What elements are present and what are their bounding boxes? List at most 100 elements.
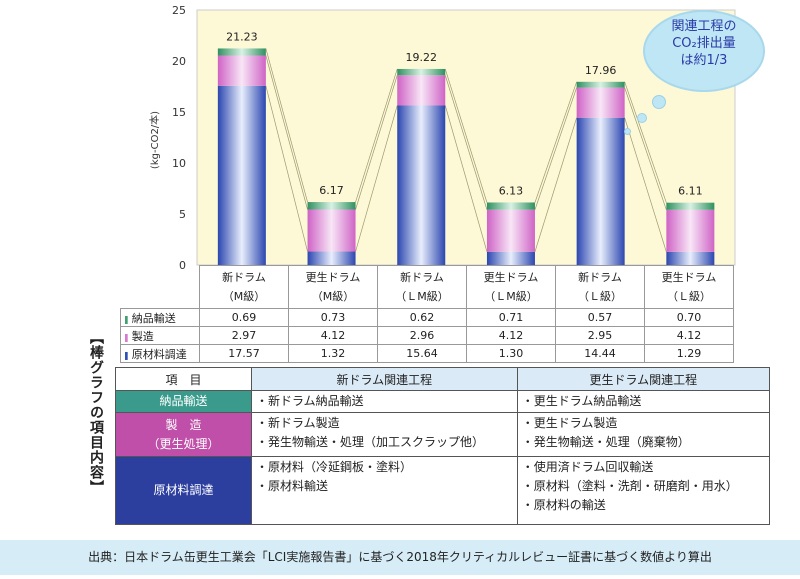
- process-item: ・発生物輸送・処理（加工スクラップ他）: [256, 435, 485, 449]
- value-cell: 2.95: [555, 326, 645, 345]
- category-size: （Ｌ級）: [578, 290, 622, 303]
- table-row: ❚ 製造 2.97 4.12 2.96 4.12 2.95 4.12: [120, 326, 734, 345]
- bubble-dot: [652, 95, 666, 109]
- bubble-dot: [637, 113, 647, 123]
- value-cell: 4.12: [466, 326, 556, 345]
- value-cell: 2.96: [377, 326, 467, 345]
- table-corner: [120, 265, 200, 309]
- bar-segment-delivery: [666, 202, 715, 210]
- connector-line: [355, 68, 398, 203]
- category-label: 更生ドラム （M級）: [288, 265, 378, 309]
- category-label: 更生ドラム （Ｌ級）: [644, 265, 734, 309]
- process-item: ・原材料輸送: [256, 479, 329, 493]
- y-tick-label: 25: [172, 4, 186, 17]
- bar-segment-delivery: [307, 202, 356, 210]
- bar-segment-delivery: [576, 81, 625, 88]
- connector-line: [624, 81, 667, 203]
- items-header: 新ドラム関連工程: [251, 367, 518, 391]
- bar-segment-delivery: [486, 202, 535, 210]
- table-row: ❚ 原材料調達 17.57 1.32 15.64 1.30 14.44 1.29: [120, 344, 734, 363]
- bar-segment-manufacturing: [486, 209, 535, 252]
- connector-line: [534, 81, 577, 203]
- category-size: （Ｌ級）: [667, 290, 711, 303]
- connector-line: [265, 55, 308, 210]
- category-name: 新ドラム: [578, 271, 622, 284]
- bar-segment-delivery: [217, 48, 266, 56]
- item-category: 納品輸送: [115, 390, 252, 413]
- category-name: 新ドラム: [400, 271, 444, 284]
- category-size: （ＬM級）: [484, 290, 538, 303]
- bar-segment-raw-material: [486, 251, 535, 265]
- y-tick-label: 15: [172, 106, 186, 119]
- bar-segment-manufacturing: [307, 209, 356, 252]
- recycled-drum-process: ・更生ドラム製造 ・発生物輸送・処理（廃棄物）: [516, 412, 771, 457]
- bar-segment-manufacturing: [397, 75, 446, 106]
- series-name: 納品輸送: [131, 311, 176, 325]
- value-cell: 0.69: [199, 308, 289, 327]
- value-cell: 14.44: [555, 344, 645, 363]
- y-tick-label: 20: [172, 55, 186, 68]
- value-cell: 0.62: [377, 308, 467, 327]
- callout-bubble: 関連工程の CO₂排出量 は約1/3: [645, 12, 763, 90]
- series-label: ❚ 原材料調達: [120, 344, 200, 363]
- connector-line: [444, 105, 488, 252]
- series-label: ❚ 納品輸送: [120, 308, 200, 327]
- category-label: 新ドラム （Ｌ級）: [555, 265, 645, 309]
- bubble-line: CO₂排出量: [672, 36, 736, 51]
- new-drum-process: ・新ドラム納品輸送: [251, 390, 518, 413]
- bubble-dot: [624, 128, 631, 135]
- bar-segment-raw-material: [666, 251, 715, 265]
- bar-segment-delivery: [397, 68, 446, 76]
- connector-line: [355, 105, 398, 252]
- value-cell: 15.64: [377, 344, 467, 363]
- category-name: 新ドラム: [222, 271, 266, 284]
- category-label: 新ドラム （M級）: [199, 265, 289, 309]
- series-label: ❚ 製造: [120, 326, 200, 345]
- series-name: 原材料調達: [131, 347, 187, 361]
- total-label: 6.11: [678, 185, 703, 198]
- recycled-drum-process: ・使用済ドラム回収輸送 ・原材料（塗料・洗剤・研磨剤・用水） ・原材料の輸送: [516, 456, 771, 525]
- table-row: 原材料調達 ・原材料（冷延鋼板・塗料） ・原材料輸送 ・使用済ドラム回収輸送 ・原材料（…: [115, 456, 771, 525]
- category-name: 更生ドラム: [305, 271, 361, 284]
- value-cell: 0.71: [466, 308, 556, 327]
- total-label: 21.23: [226, 30, 258, 43]
- category-size: （ＬM級）: [395, 290, 449, 303]
- bar-segment-manufacturing: [576, 87, 625, 118]
- legend-marker-icon: ❚: [123, 314, 130, 324]
- connector-line: [265, 48, 308, 203]
- category-label: 更生ドラム （ＬM級）: [466, 265, 556, 309]
- process-item: ・使用済ドラム回収輸送: [521, 460, 654, 474]
- connector-line: [624, 87, 667, 210]
- bar-segment-raw-material: [307, 251, 356, 265]
- value-cell: 0.57: [555, 308, 645, 327]
- value-cell: 0.73: [288, 308, 378, 327]
- value-cell: 1.29: [644, 344, 734, 363]
- process-item: ・原材料（冷延鋼板・塗料）: [256, 460, 413, 474]
- process-item: ・原材料の輸送: [521, 498, 606, 512]
- items-header: 項 目: [115, 367, 252, 391]
- items-table: 項 目新ドラム関連工程 更生ドラム関連工程 納品輸送 ・新ドラム納品輸送 ・更生ドラム納…: [115, 367, 771, 525]
- bubble-line: 関連工程の: [671, 19, 737, 34]
- value-cell: 4.12: [288, 326, 378, 345]
- source-footer: 出典：日本ドラム缶更生工業会「LCI実施報告書」に基づく2018年クリティカルレ…: [0, 540, 800, 575]
- y-axis-label: (kg-CO2/本): [148, 111, 161, 169]
- connector-line: [444, 68, 488, 203]
- table-row: 納品輸送 ・新ドラム納品輸送 ・更生ドラム納品輸送: [115, 390, 771, 413]
- item-category: 原材料調達: [115, 456, 252, 525]
- total-label: 19.22: [406, 51, 438, 64]
- value-cell: 2.97: [199, 326, 289, 345]
- table-row: ❚ 納品輸送 0.69 0.73 0.62 0.71 0.57 0.70: [120, 308, 734, 327]
- legend-marker-icon: ❚: [123, 332, 130, 342]
- legend-marker-icon: ❚: [123, 350, 130, 360]
- y-tick-label: 0: [179, 259, 186, 270]
- table-row: 製 造 （更生処理） ・新ドラム製造 ・発生物輸送・処理（加工スクラップ他） ・更生ド…: [115, 412, 771, 457]
- category-size: （M級）: [311, 290, 355, 303]
- total-label: 6.13: [499, 184, 524, 197]
- connector-line: [355, 75, 398, 210]
- recycled-drum-process: ・更生ドラム納品輸送: [516, 390, 771, 413]
- y-tick-label: 5: [179, 208, 186, 221]
- bar-segment-raw-material: [397, 105, 446, 265]
- new-drum-process: ・原材料（冷延鋼板・塗料） ・原材料輸送: [251, 456, 518, 525]
- process-item: ・新ドラム納品輸送: [256, 394, 364, 408]
- bar-segment-raw-material: [576, 117, 625, 265]
